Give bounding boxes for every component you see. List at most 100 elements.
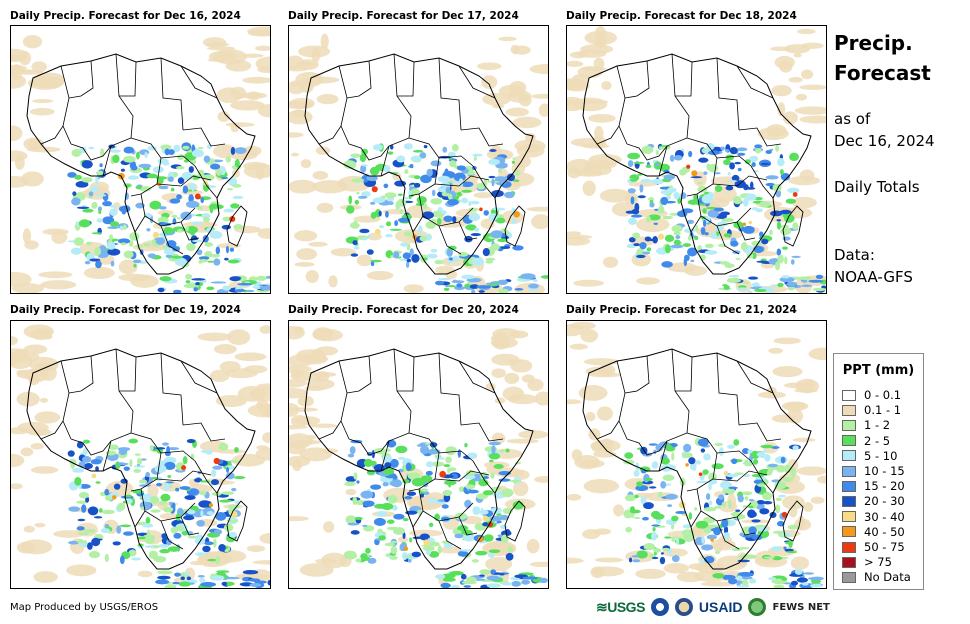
- light-rain-pattern: [289, 33, 548, 293]
- panel-title-6: Daily Precip. Forecast for Dec 21, 2024: [566, 304, 797, 316]
- forecast-map-dec-18: [566, 25, 827, 294]
- legend-swatch: [842, 450, 856, 462]
- map-canvas: [289, 325, 548, 588]
- country-border: [338, 65, 350, 145]
- light-rain-pattern: [567, 321, 826, 587]
- country-border: [182, 422, 226, 442]
- country-border: [458, 360, 496, 394]
- legend-item: 1 - 2: [842, 418, 890, 432]
- legend-label: 15 - 20: [864, 479, 905, 494]
- madagascar-outline: [782, 205, 804, 247]
- fews-net-logo: FEWS NET: [772, 601, 830, 613]
- country-border: [458, 221, 478, 241]
- country-border: [119, 356, 137, 392]
- legend-swatch: [842, 526, 856, 538]
- heavy-rain-pattern: [67, 438, 270, 588]
- heavy-rain-pattern: [625, 143, 826, 293]
- country-border: [750, 460, 774, 494]
- panel-title-4: Daily Precip. Forecast for Dec 19, 2024: [10, 304, 241, 316]
- map-canvas: [11, 324, 270, 588]
- country-border: [130, 157, 162, 197]
- country-border: [160, 352, 184, 426]
- country-border: [458, 516, 478, 536]
- data-source: Data: NOAA-GFS: [834, 246, 913, 286]
- madagascar-outline: [226, 205, 248, 247]
- forecast-map-dec-17: [288, 25, 549, 294]
- legend-item: 40 - 50: [842, 525, 905, 539]
- legend-swatch: [842, 541, 856, 553]
- legend-item: 0.1 - 1: [842, 403, 901, 417]
- country-border: [616, 65, 628, 145]
- country-border: [438, 57, 462, 131]
- usgs-logo: ≋USGS: [596, 598, 645, 615]
- country-border: [460, 127, 504, 147]
- credit-text: Map Produced by USGS/EROS: [10, 602, 159, 613]
- country-border: [380, 53, 412, 177]
- country-border: [346, 355, 372, 394]
- legend-item: 10 - 15: [842, 464, 905, 478]
- legend-item: 50 - 75: [842, 540, 905, 554]
- country-border: [738, 127, 782, 147]
- legend-item: 2 - 5: [842, 434, 890, 448]
- country-border: [438, 225, 462, 255]
- country-border: [397, 356, 415, 392]
- country-border: [180, 65, 218, 99]
- country-border: [686, 432, 752, 462]
- country-border: [68, 60, 94, 99]
- country-border: [102, 348, 134, 472]
- country-border: [134, 215, 146, 233]
- country-border: [180, 360, 218, 394]
- africa-coastline: [304, 348, 534, 570]
- country-border: [626, 438, 668, 456]
- legend-item: No Data: [842, 570, 911, 584]
- country-border: [658, 53, 690, 177]
- country-border: [160, 57, 184, 131]
- forecast-map-dec-16: [10, 25, 271, 294]
- legend-swatch: [842, 495, 856, 507]
- country-border: [408, 452, 440, 492]
- legend-label: No Data: [864, 570, 911, 585]
- legend-swatch: [842, 511, 856, 523]
- country-border: [180, 221, 200, 241]
- legend-item: 5 - 10: [842, 449, 897, 463]
- country-border: [194, 460, 218, 494]
- product-title: Precip. Forecast: [834, 31, 931, 85]
- country-border: [346, 60, 372, 99]
- country-border: [130, 452, 162, 492]
- country-border: [40, 125, 64, 145]
- fews-globe-icon: [748, 598, 767, 616]
- country-border: [716, 225, 740, 255]
- legend-item: 30 - 40: [842, 510, 905, 524]
- heavy-rain-pattern: [67, 142, 270, 293]
- legend-label: 10 - 15: [864, 464, 905, 478]
- legend-item: 0 - 0.1: [842, 388, 901, 402]
- country-border: [412, 215, 424, 233]
- legend-swatch: [842, 419, 856, 431]
- country-border: [438, 352, 462, 426]
- country-border: [60, 360, 72, 440]
- africa-coastline: [582, 53, 812, 275]
- country-border: [408, 157, 440, 197]
- country-border: [458, 65, 496, 99]
- legend-label: 0.1 - 1: [864, 403, 902, 418]
- legend-label: 30 - 40: [864, 509, 905, 524]
- forecast-map-dec-21: [566, 320, 827, 589]
- africa-coastline: [582, 348, 812, 570]
- legend-swatch: [842, 465, 856, 477]
- country-border: [686, 157, 718, 197]
- country-border: [716, 520, 740, 550]
- legend-label: > 75: [864, 555, 892, 570]
- country-border: [750, 165, 774, 199]
- map-canvas: [567, 321, 826, 588]
- madagascar-outline: [504, 205, 526, 247]
- madagascar-outline: [782, 500, 804, 542]
- country-border: [318, 420, 342, 440]
- legend-swatch: [842, 435, 856, 447]
- country-border: [348, 438, 390, 456]
- legend-label: 1 - 2: [864, 418, 891, 433]
- country-border: [438, 520, 462, 550]
- legend-swatch: [842, 389, 856, 401]
- country-border: [180, 516, 200, 536]
- country-border: [472, 165, 496, 199]
